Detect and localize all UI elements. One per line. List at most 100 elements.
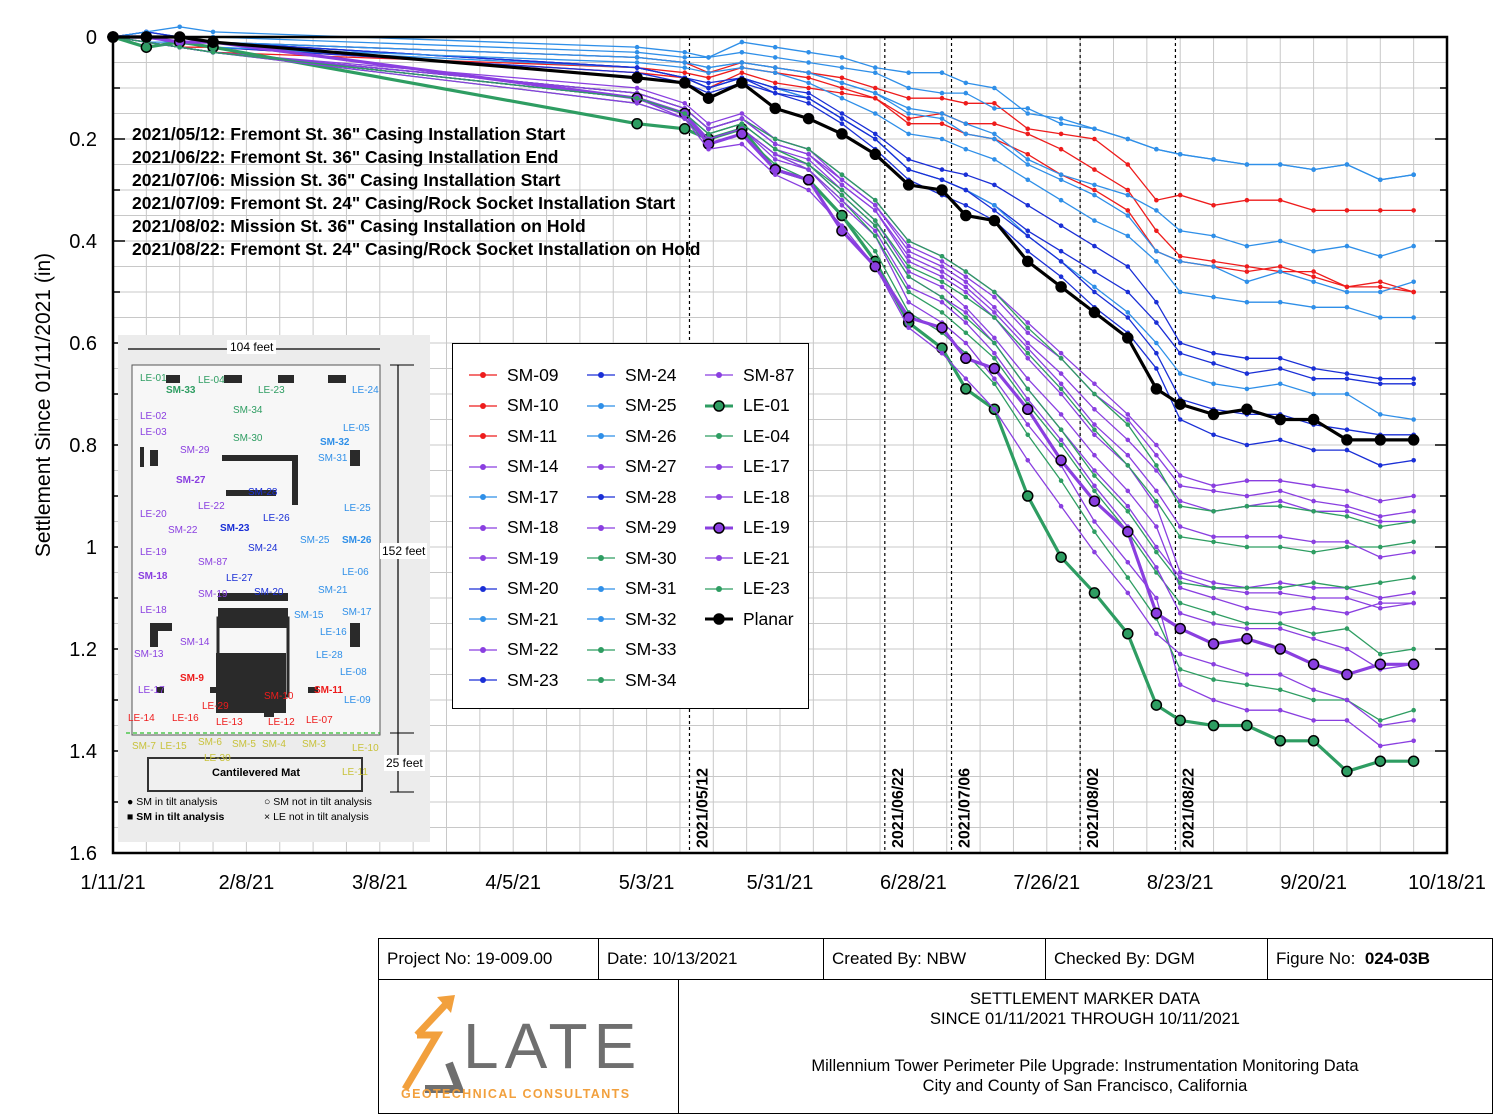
data-point — [939, 121, 945, 126]
data-point — [839, 85, 845, 91]
legend-swatch-icon — [469, 433, 497, 439]
data-point — [963, 146, 969, 152]
data-point — [1125, 233, 1131, 239]
data-point — [739, 39, 745, 45]
data-point — [210, 29, 216, 35]
data-point — [939, 284, 945, 290]
data-point — [1277, 366, 1283, 371]
inset-marker-label: SM-20 — [254, 587, 284, 598]
inset-marker-label: LE-15 — [160, 741, 187, 752]
data-point — [839, 111, 845, 116]
data-point — [963, 305, 969, 310]
x-tick-label: 5/31/21 — [747, 872, 814, 894]
data-point — [1021, 255, 1034, 268]
data-point — [1207, 638, 1220, 650]
data-point — [769, 102, 781, 115]
legend-swatch-icon — [469, 677, 497, 683]
data-point — [1344, 371, 1350, 376]
data-point — [1125, 162, 1131, 167]
legend-entry: SM-24 — [585, 363, 677, 387]
structural-wall — [222, 455, 292, 461]
data-point — [1411, 646, 1416, 652]
data-point — [1125, 437, 1131, 443]
data-point — [1025, 131, 1031, 137]
site-plan-inset: 104 feet 152 feet 25 feet Cantilevered M… — [118, 335, 430, 842]
data-point — [963, 187, 969, 193]
data-point — [1025, 106, 1031, 111]
data-point — [1311, 498, 1316, 504]
data-point — [1125, 417, 1131, 422]
data-point — [992, 203, 997, 208]
legend-swatch-icon — [587, 524, 615, 531]
data-point — [1411, 549, 1416, 555]
legend-entry: SM-20 — [467, 577, 559, 601]
legend-swatch-icon — [705, 433, 733, 439]
y-tick-label: 1.4 — [69, 741, 97, 763]
data-point — [634, 95, 640, 101]
data-point — [682, 101, 688, 106]
data-point — [1058, 274, 1064, 280]
data-point — [1177, 192, 1183, 198]
inset-marker-label: SM-14 — [180, 637, 210, 648]
inset-marker-label: LE-05 — [343, 423, 370, 434]
legend-swatch-icon — [587, 555, 615, 561]
data-point — [1025, 350, 1031, 356]
data-point — [1311, 366, 1316, 371]
data-point — [960, 383, 972, 395]
data-point — [1092, 391, 1097, 397]
data-point — [1344, 646, 1350, 652]
key-le-not-tilt: × LE not in tilt analysis — [264, 811, 369, 823]
desc-location: City and County of San Francisco, Califo… — [922, 1077, 1248, 1095]
data-point — [939, 253, 945, 259]
legend-entry: Planar — [703, 607, 794, 631]
data-point — [1311, 208, 1316, 213]
data-point — [1244, 162, 1250, 167]
inset-marker-label: LE-23 — [258, 385, 285, 396]
legend-entry-label: SM-10 — [507, 395, 559, 415]
inset-marker-label: LE-07 — [306, 715, 333, 726]
inset-marker-label: SM-10 — [264, 691, 294, 702]
data-point — [806, 187, 811, 193]
data-point — [1311, 636, 1316, 642]
data-point — [1344, 514, 1350, 519]
data-point — [1125, 213, 1131, 218]
data-point — [936, 321, 948, 334]
legend-entry: SM-25 — [585, 394, 677, 418]
data-point — [1025, 248, 1031, 254]
x-tick-label: 4/5/21 — [485, 872, 541, 894]
legend-entry-label: SM-30 — [625, 547, 677, 568]
data-point — [992, 350, 997, 356]
data-point — [906, 157, 911, 162]
data-point — [1177, 259, 1183, 264]
data-point — [1411, 718, 1416, 723]
logo-wordmark: LATE — [463, 1010, 643, 1082]
project-number: Project No: 19-009.00 — [379, 939, 599, 979]
inset-marker-label: SM-13 — [134, 649, 164, 660]
data-point — [1154, 468, 1159, 473]
data-point — [1274, 413, 1286, 426]
data-point — [939, 259, 945, 264]
data-point — [706, 65, 711, 70]
desc-title: SETTLEMENT MARKER DATA — [969, 990, 1201, 1008]
data-point — [906, 85, 911, 91]
data-point — [963, 340, 969, 346]
data-point — [1311, 697, 1316, 703]
data-point — [1211, 264, 1216, 269]
legend-swatch-icon — [469, 372, 497, 378]
inset-marker-label: LE-14 — [128, 713, 155, 724]
data-point — [1311, 483, 1316, 489]
data-point — [1058, 350, 1064, 356]
data-point — [1311, 631, 1316, 636]
data-point — [1154, 549, 1159, 555]
data-point — [1125, 412, 1131, 417]
key-sm-tilt: ● SM in tilt analysis — [127, 796, 217, 808]
cantilevered-mat — [147, 757, 363, 792]
legend-swatch-icon — [587, 402, 615, 409]
data-point — [1058, 427, 1064, 433]
data-point — [806, 50, 811, 55]
data-point — [772, 172, 778, 177]
data-point — [1025, 458, 1031, 463]
data-point — [963, 320, 969, 325]
inset-marker-label: SM-29 — [180, 445, 210, 456]
data-point — [1092, 549, 1097, 555]
